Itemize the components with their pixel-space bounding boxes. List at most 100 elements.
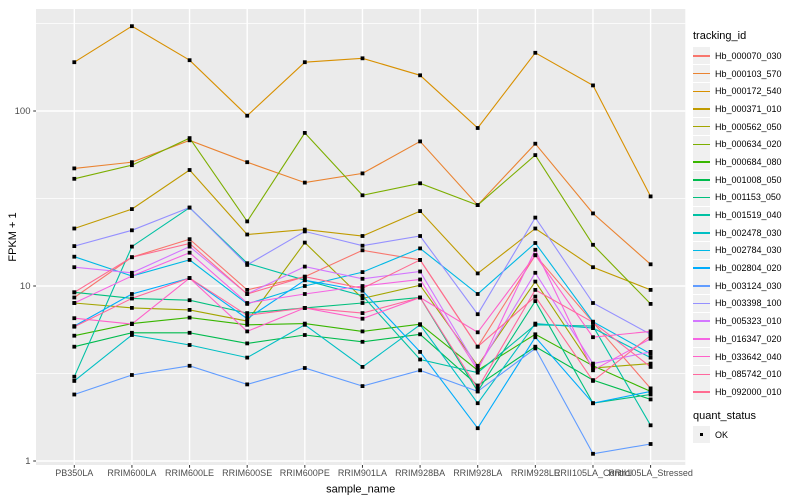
data-point bbox=[418, 322, 422, 327]
series-color-swatch bbox=[693, 178, 710, 181]
series-color-swatch bbox=[693, 161, 710, 163]
data-point bbox=[245, 322, 250, 327]
data-point bbox=[533, 50, 538, 55]
data-point bbox=[533, 241, 538, 245]
legend-item-label: Hb_033642_040 bbox=[715, 351, 782, 362]
data-point bbox=[245, 219, 250, 224]
data-point bbox=[72, 244, 77, 248]
y-tick-label: 10 bbox=[20, 281, 31, 292]
legend-item-Hb_085742_010: Hb_085742_010 bbox=[693, 365, 799, 383]
data-point bbox=[360, 329, 365, 334]
data-point bbox=[302, 366, 307, 370]
data-point bbox=[475, 370, 480, 375]
data-point bbox=[302, 333, 307, 337]
x-tick-label: RRIM928BA bbox=[395, 468, 445, 478]
data-point bbox=[475, 126, 480, 130]
data-point bbox=[72, 301, 77, 305]
color-line-key-icon bbox=[693, 330, 710, 348]
data-point bbox=[130, 330, 134, 335]
data-point bbox=[591, 326, 595, 330]
data-point bbox=[648, 355, 653, 360]
legend-item-Hb_016347_020: Hb_016347_020 bbox=[693, 330, 799, 348]
data-point bbox=[360, 339, 365, 344]
data-point bbox=[591, 335, 595, 340]
data-point bbox=[418, 277, 422, 282]
x-tick-label: RRIM928LA bbox=[453, 468, 502, 478]
legend-item-label: Hb_092000_010 bbox=[715, 386, 782, 397]
data-point bbox=[302, 60, 307, 65]
data-point bbox=[533, 279, 538, 284]
data-point bbox=[302, 274, 307, 279]
data-point bbox=[533, 299, 538, 303]
legend-item-label: Hb_000070_030 bbox=[715, 50, 782, 61]
data-point bbox=[72, 392, 77, 397]
color-line-key-icon bbox=[693, 206, 710, 224]
data-point bbox=[475, 344, 480, 349]
data-point bbox=[187, 343, 192, 347]
data-point bbox=[360, 288, 365, 293]
data-point bbox=[72, 379, 77, 383]
series-color-swatch bbox=[693, 143, 710, 146]
legend-item-Hb_002478_030: Hb_002478_030 bbox=[693, 224, 799, 242]
data-point bbox=[72, 254, 77, 259]
data-point bbox=[591, 366, 595, 370]
legend-item-Hb_001008_050: Hb_001008_050 bbox=[693, 171, 799, 189]
data-point bbox=[648, 423, 653, 428]
legend-title-quant-status: quant_status bbox=[693, 409, 756, 422]
data-point bbox=[591, 324, 595, 328]
data-point bbox=[475, 386, 480, 391]
data-point bbox=[418, 350, 422, 354]
data-point bbox=[72, 374, 77, 379]
data-point bbox=[130, 207, 134, 211]
data-point bbox=[418, 139, 422, 144]
data-point bbox=[130, 322, 134, 326]
data-point bbox=[533, 335, 538, 340]
legend-item-label: Hb_000562_050 bbox=[715, 121, 782, 132]
data-point bbox=[418, 283, 422, 288]
data-point bbox=[591, 301, 595, 305]
legend-item-Hb_002804_020: Hb_002804_020 bbox=[693, 259, 799, 277]
color-line-key-icon bbox=[693, 241, 710, 259]
data-point bbox=[418, 234, 422, 238]
data-point bbox=[187, 298, 192, 303]
data-point bbox=[591, 211, 595, 216]
data-point bbox=[591, 320, 595, 325]
data-point bbox=[187, 136, 192, 140]
data-point bbox=[360, 234, 365, 238]
data-point bbox=[648, 386, 653, 391]
x-tick-label: RRII105LA_Control bbox=[554, 468, 632, 478]
data-point bbox=[418, 269, 422, 274]
data-point bbox=[245, 316, 250, 321]
data-point bbox=[648, 329, 653, 334]
data-point bbox=[130, 160, 134, 165]
x-axis-title: sample_name bbox=[326, 484, 395, 496]
data-point bbox=[72, 324, 77, 329]
data-point bbox=[648, 336, 653, 341]
legend-item-Hb_092000_010: Hb_092000_010 bbox=[693, 383, 799, 401]
legend-item-label: Hb_016347_020 bbox=[715, 333, 782, 344]
data-point bbox=[187, 258, 192, 262]
color-line-key-icon bbox=[693, 153, 710, 171]
data-point bbox=[360, 270, 365, 274]
legend-item-Hb_003398_100: Hb_003398_100 bbox=[693, 294, 799, 313]
data-point bbox=[648, 262, 653, 267]
x-tick-label: RRIM600LE bbox=[165, 468, 214, 478]
legend-item-label: Hb_002478_030 bbox=[715, 227, 782, 238]
data-point bbox=[533, 226, 538, 231]
color-line-key-icon bbox=[693, 365, 710, 383]
color-line-key-icon bbox=[693, 100, 710, 118]
legend-item-Hb_033642_040: Hb_033642_040 bbox=[693, 348, 799, 366]
data-point bbox=[360, 286, 365, 291]
legend-title-tracking-id: tracking_id bbox=[693, 30, 747, 42]
data-point bbox=[475, 389, 480, 394]
data-point bbox=[360, 311, 365, 315]
legend-item-Hb_000684_080: Hb_000684_080 bbox=[693, 153, 799, 171]
color-line-key-icon bbox=[693, 82, 710, 100]
data-point bbox=[245, 382, 250, 387]
x-tick-label: PB350LA bbox=[55, 468, 93, 478]
data-point bbox=[648, 389, 653, 394]
data-point bbox=[418, 73, 422, 78]
data-point bbox=[591, 368, 595, 373]
data-point bbox=[418, 209, 422, 213]
data-point bbox=[245, 263, 250, 267]
